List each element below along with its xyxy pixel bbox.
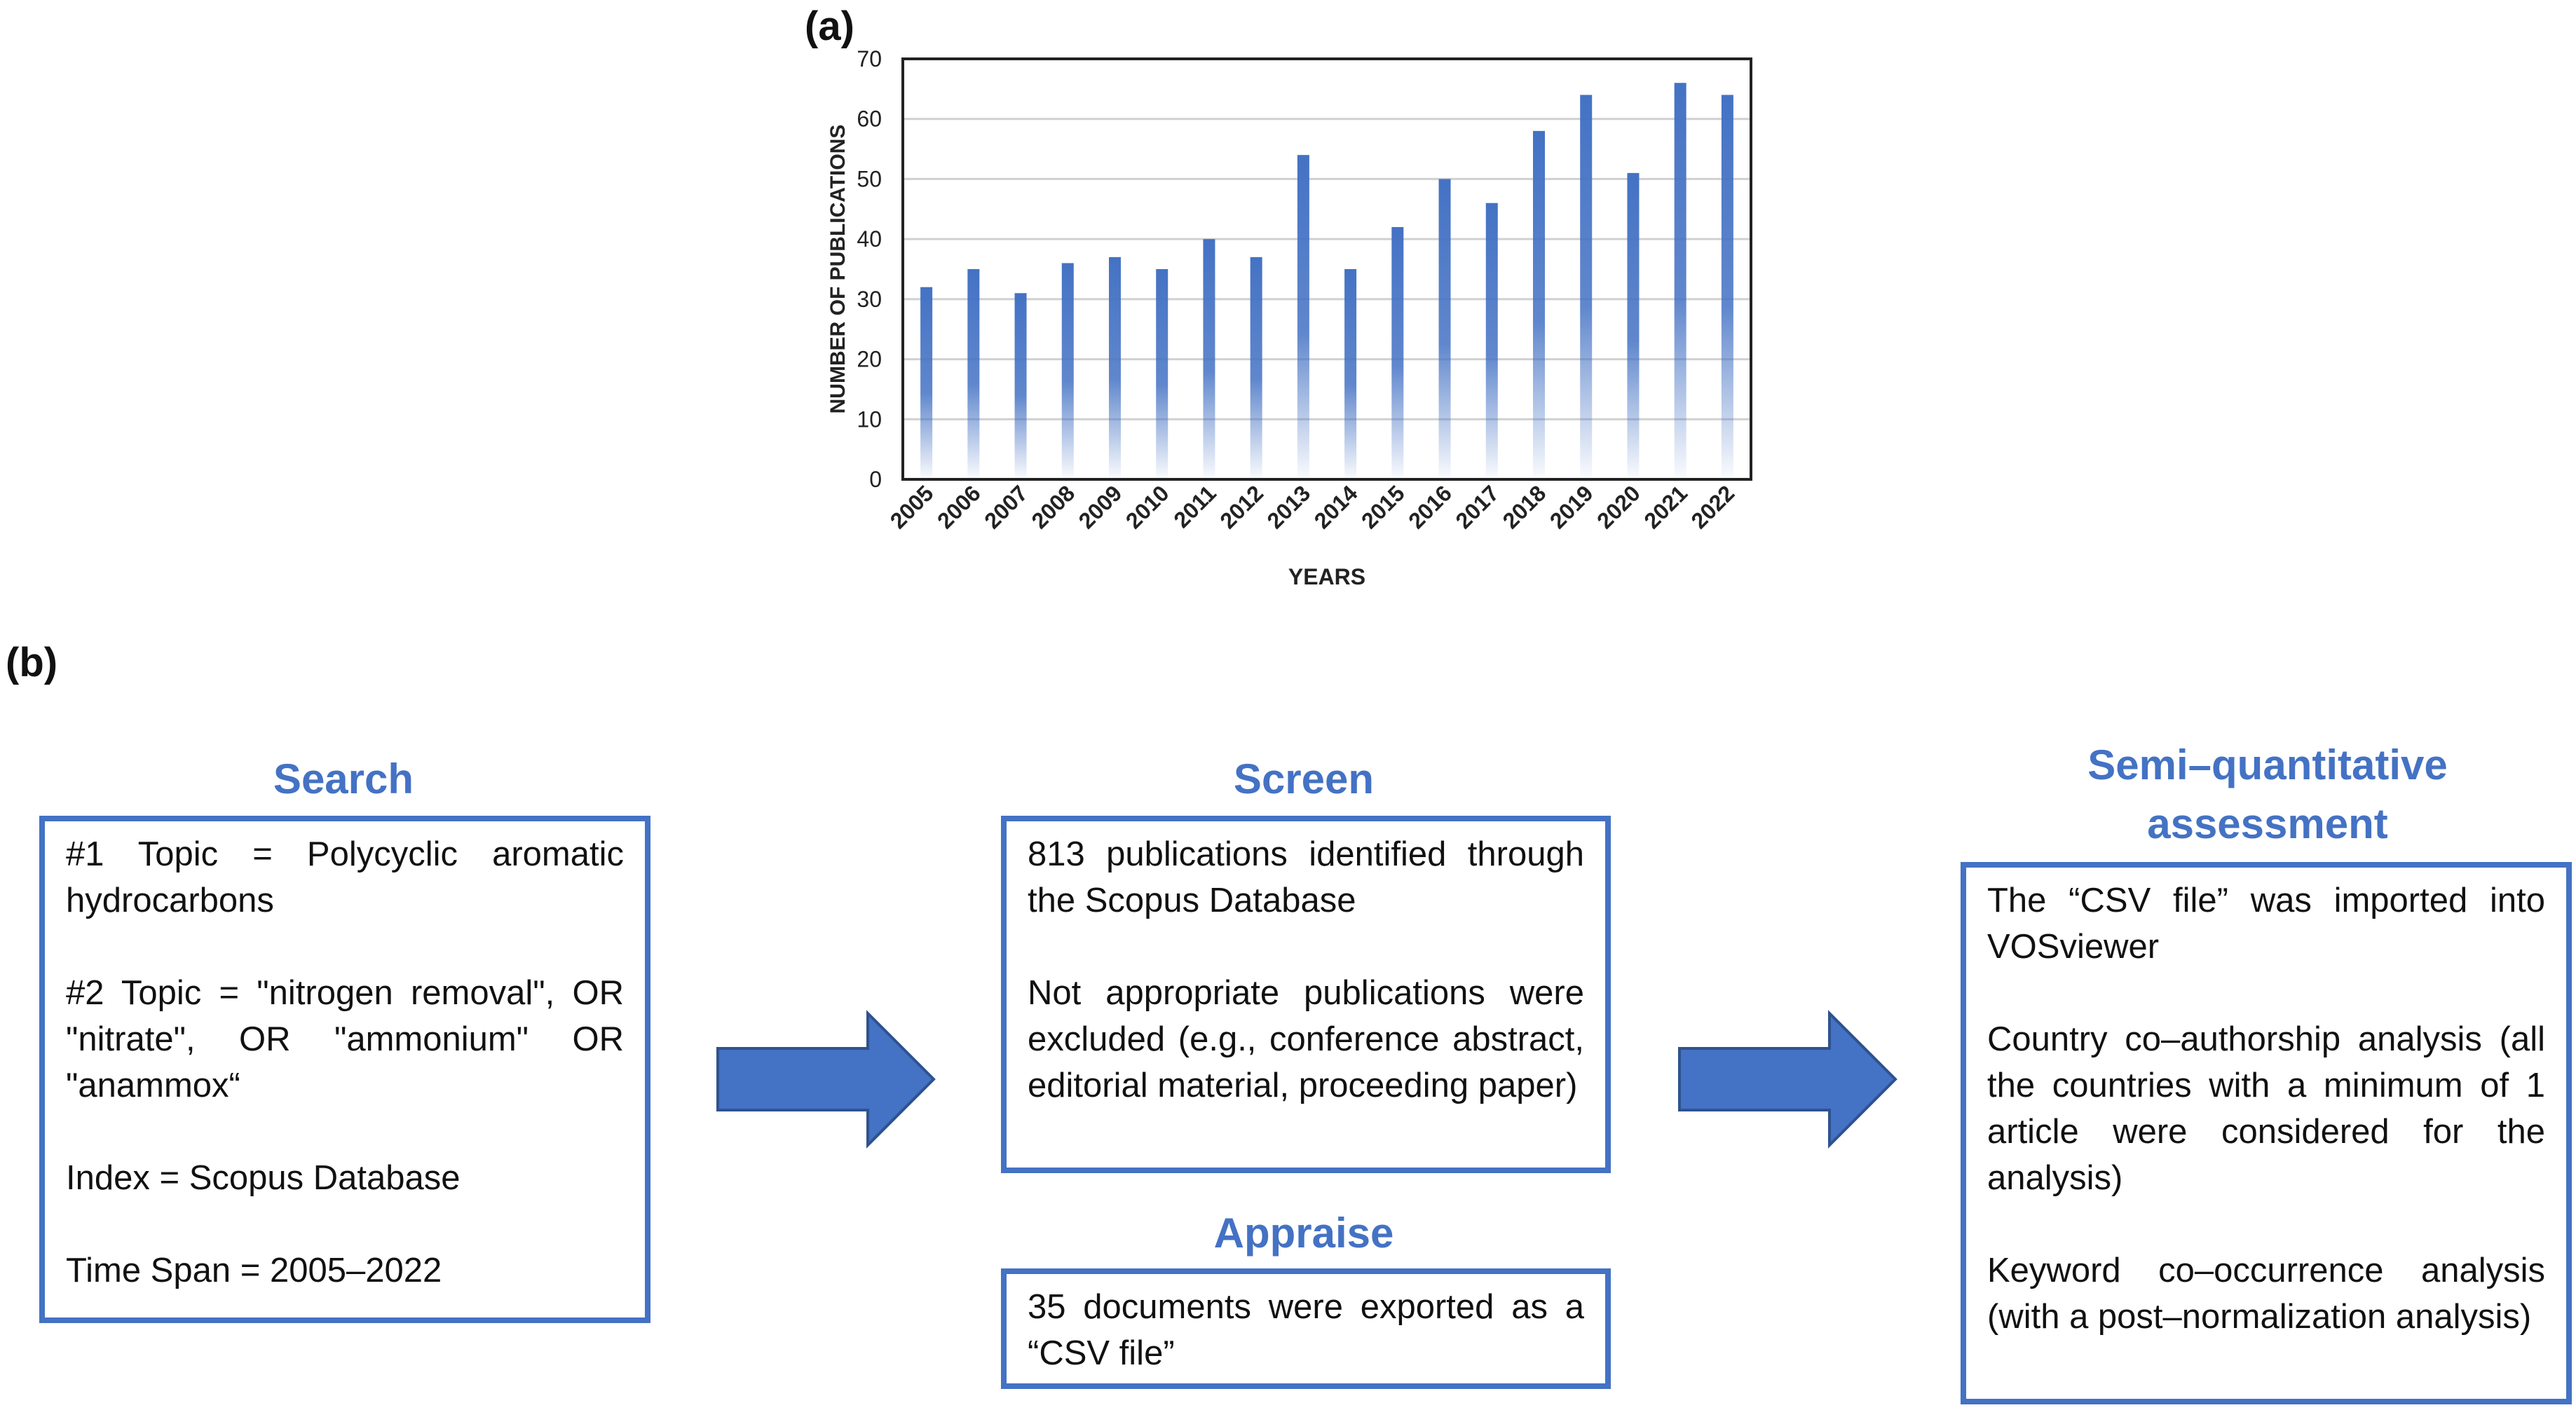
appraise-item: 35 documents were exported as a “CSV fil… — [1028, 1288, 1584, 1372]
y-tick-label: 0 — [869, 467, 882, 492]
x-tick-labels: 2005200620072008200920102011201220132014… — [885, 480, 1740, 533]
bar-2019 — [1580, 95, 1593, 479]
search-box: #1 Topic = Polycyclic aromatic hydrocarb… — [39, 816, 650, 1323]
assessment-item: Country co–authorship analysis (all the … — [1987, 1020, 2545, 1197]
panel-a-label: (a) — [805, 4, 854, 49]
search-title: Search — [273, 755, 414, 802]
x-tick-label: 2021 — [1639, 480, 1692, 533]
bar-2016 — [1438, 179, 1451, 479]
x-tick-label: 2016 — [1403, 480, 1457, 533]
panel-b-label: (b) — [6, 640, 58, 685]
search-item: #2 Topic = "nitrogen removal", OR "nitra… — [66, 974, 624, 1104]
x-tick-label: 2005 — [885, 480, 939, 533]
bar-2005 — [920, 287, 933, 479]
x-tick-label: 2017 — [1450, 480, 1504, 533]
search-item: Index = Scopus Database — [66, 1159, 461, 1197]
screen-item: 813 publications identified through the … — [1028, 835, 1584, 919]
search-item: Time Span = 2005–2022 — [66, 1252, 442, 1289]
x-tick-label: 2009 — [1074, 480, 1127, 533]
x-tick-label: 2006 — [932, 480, 986, 533]
x-tick-label: 2015 — [1356, 480, 1410, 533]
plot-area-frame — [901, 57, 1752, 481]
y-tick-label: 40 — [857, 226, 882, 252]
screen-item: Not appropriate publications were exclud… — [1028, 974, 1584, 1104]
y-tick-label: 30 — [857, 287, 882, 312]
y-tick-label: 70 — [857, 46, 882, 71]
x-tick-label: 2007 — [979, 480, 1033, 533]
bar-2010 — [1156, 269, 1168, 479]
search-item: #1 Topic = Polycyclic aromatic hydrocarb… — [66, 835, 624, 919]
bar-2014 — [1344, 269, 1357, 479]
right-arrow-icon — [716, 1010, 936, 1149]
appraise-title: Appraise — [1213, 1210, 1394, 1257]
assessment-title: Semi–quantitative assessment — [2087, 741, 2448, 847]
bar-2018 — [1533, 130, 1545, 479]
assessment-item: Keyword co–occurrence analysis (with a p… — [1987, 1252, 2545, 1336]
y-axis-label: NUMBER OF PUBLICATIONS — [826, 125, 850, 414]
y-tick-labels: 0 10 20 30 40 50 60 70 — [857, 46, 882, 492]
y-tick-label: 20 — [857, 347, 882, 372]
bar-2012 — [1250, 256, 1262, 479]
screen-box: 813 publications identified through the … — [1001, 816, 1611, 1173]
chart-bars — [920, 83, 1733, 480]
bar-2008 — [1061, 263, 1074, 479]
bar-2011 — [1203, 239, 1215, 479]
bar-2009 — [1109, 256, 1121, 479]
appraise-box: 35 documents were exported as a “CSV fil… — [1001, 1268, 1611, 1389]
x-tick-label: 2022 — [1686, 480, 1740, 533]
x-tick-label: 2008 — [1026, 480, 1079, 533]
x-tick-label: 2013 — [1262, 480, 1316, 533]
y-tick-label: 50 — [857, 166, 882, 191]
chart-gridlines — [903, 57, 1751, 420]
x-tick-label: 2014 — [1309, 480, 1363, 533]
x-tick-label: 2018 — [1498, 480, 1551, 533]
bar-2021 — [1674, 83, 1686, 480]
bar-2006 — [967, 269, 980, 479]
bar-2017 — [1485, 203, 1498, 479]
screen-title: Screen — [1233, 755, 1375, 802]
bar-2015 — [1391, 227, 1404, 479]
assessment-item: The “CSV file” was imported into VOSview… — [1987, 882, 2545, 966]
bar-2020 — [1627, 172, 1640, 479]
publications-bar-chart: 0 10 20 30 40 50 60 70 200520062007200820092010… — [826, 46, 1752, 589]
assessment-box: The “CSV file” was imported into VOSview… — [1961, 862, 2572, 1404]
x-tick-label: 2019 — [1545, 480, 1598, 533]
x-tick-label: 2010 — [1121, 480, 1174, 533]
bar-2007 — [1014, 293, 1027, 479]
x-tick-label: 2012 — [1215, 480, 1268, 533]
x-axis-label: YEARS — [1288, 564, 1365, 589]
y-tick-label: 10 — [857, 406, 882, 432]
right-arrow-icon — [1678, 1010, 1897, 1149]
x-tick-label: 2011 — [1168, 480, 1221, 533]
bar-2013 — [1297, 155, 1309, 479]
x-tick-label: 2020 — [1592, 480, 1645, 533]
bar-2022 — [1721, 95, 1733, 479]
y-tick-label: 60 — [857, 107, 882, 132]
